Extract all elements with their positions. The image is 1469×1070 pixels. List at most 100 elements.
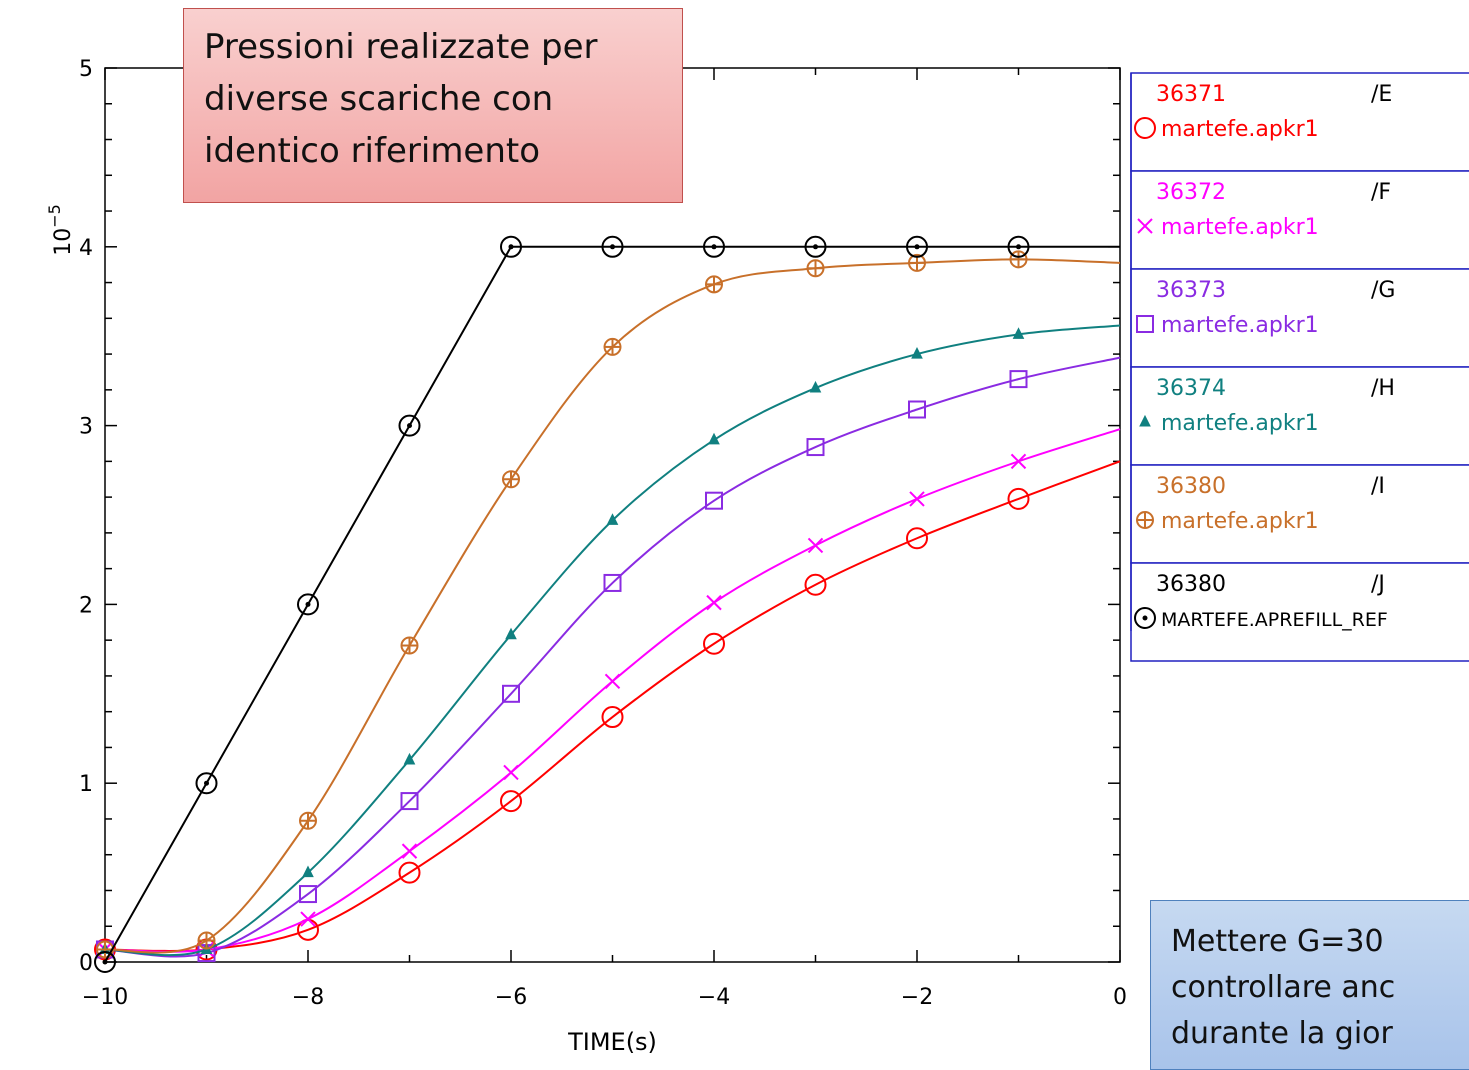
data-point	[1010, 453, 1027, 470]
data-point	[1009, 250, 1028, 269]
annotation-red-line: Pressioni realizzate per	[204, 27, 598, 67]
data-point	[603, 337, 622, 356]
data-point	[297, 593, 319, 616]
data-point	[804, 235, 827, 258]
annotation-box-red: Pressioni realizzate per diverse scarich…	[183, 8, 683, 203]
data-point	[1007, 487, 1030, 510]
data-point	[809, 380, 822, 393]
y-tick-label: 2	[79, 593, 93, 618]
legend-box	[1130, 366, 1469, 466]
legend-box	[1130, 72, 1469, 172]
data-point	[1012, 327, 1025, 339]
data-point	[96, 940, 114, 959]
legend-box	[1130, 170, 1469, 270]
legend-name: martefe.apkr1	[1161, 411, 1319, 436]
data-point	[500, 235, 522, 258]
legend-name: martefe.apkr1	[1161, 215, 1319, 240]
data-point	[503, 764, 519, 781]
data-point	[703, 235, 725, 258]
legend-name: martefe.apkr1	[1161, 509, 1319, 534]
legend-marker	[1134, 607, 1156, 629]
data-point	[908, 253, 926, 272]
data-point	[302, 865, 314, 878]
x-tick-label: −6	[495, 985, 527, 1010]
x-tick-label: 0	[1113, 985, 1127, 1010]
legend-marker	[1139, 414, 1151, 427]
series-5	[96, 250, 1121, 959]
x-tick-label: −8	[292, 985, 324, 1010]
data-point	[906, 527, 928, 550]
series-line	[104, 324, 1121, 957]
annotation-red-line: identico riferimento	[204, 131, 541, 171]
data-point	[603, 573, 622, 592]
legend-tag: /H	[1371, 376, 1395, 401]
data-point	[909, 491, 925, 507]
series-6	[94, 235, 1120, 973]
y-tick-label: 0	[79, 951, 93, 976]
data-point	[908, 400, 926, 419]
legend-shot: 36373	[1156, 278, 1226, 303]
series-line	[104, 258, 1121, 954]
y-tick-label: 1	[79, 772, 93, 797]
y-tick-label: 3	[79, 415, 93, 440]
data-point	[505, 627, 517, 640]
data-point	[403, 752, 416, 765]
series-line	[104, 356, 1121, 958]
data-point	[300, 911, 316, 927]
legend-tag: /I	[1371, 474, 1385, 499]
series-2	[97, 428, 1121, 958]
data-point	[400, 636, 419, 655]
data-point	[705, 275, 723, 294]
legend-shot: 36380	[1156, 572, 1226, 597]
series-line	[104, 428, 1121, 953]
data-point	[601, 706, 624, 729]
legend-shot: 36374	[1156, 376, 1226, 401]
data-point	[398, 414, 421, 437]
annotation-blue-line: durante la gior	[1171, 1016, 1393, 1051]
data-point	[1007, 235, 1030, 258]
series-4	[99, 324, 1121, 957]
legend-marker	[1134, 117, 1156, 139]
data-point	[94, 951, 116, 973]
legend-tag: /G	[1371, 278, 1395, 303]
y-tick-label: 5	[79, 57, 93, 82]
series-1	[94, 460, 1121, 961]
data-point	[806, 259, 825, 278]
legend-marker	[1136, 315, 1154, 333]
data-point	[705, 491, 723, 510]
x-axis-label: TIME(s)	[567, 1028, 657, 1056]
legend-tag: /F	[1371, 180, 1391, 205]
annotation-blue-line: controllare anc	[1171, 970, 1396, 1005]
data-point	[606, 513, 619, 525]
data-point	[601, 235, 624, 258]
data-point	[502, 684, 520, 703]
legend-marker	[1136, 511, 1154, 529]
x-tick-label: −10	[82, 985, 128, 1010]
data-point	[804, 573, 827, 596]
series-line	[104, 460, 1121, 952]
legend-name: MARTEFE.APREFILL_REF	[1161, 609, 1388, 631]
data-point	[195, 772, 218, 795]
data-point	[703, 632, 725, 655]
annotation-box-blue: Mettere G=30 controllare anc durante la …	[1150, 900, 1469, 1070]
data-point	[706, 594, 722, 611]
legend-tag: /J	[1371, 572, 1385, 597]
axes: −10 −8 −6 −4 −2 0 0 1 2 3 4 5 TIME(s) 10−5	[45, 57, 1127, 1056]
data-point	[807, 537, 824, 554]
data-point	[401, 843, 418, 859]
data-point	[400, 792, 419, 811]
legend-marker	[1137, 218, 1153, 234]
x-tick-label: −4	[698, 985, 730, 1010]
legend: 36371/E martefe.apkr1 36372/F martefe.apkr1…	[1130, 72, 1469, 662]
data-point	[500, 790, 522, 813]
data-point	[197, 931, 216, 950]
annotation-red-line: diverse scariche con	[204, 79, 554, 119]
data-point	[398, 861, 421, 884]
data-point	[906, 235, 928, 258]
legend-name: martefe.apkr1	[1161, 117, 1319, 142]
data-point	[806, 438, 825, 457]
data-point	[708, 432, 720, 445]
legend-name: martefe.apkr1	[1161, 313, 1319, 338]
annotation-blue-line: Mettere G=30	[1171, 924, 1384, 959]
